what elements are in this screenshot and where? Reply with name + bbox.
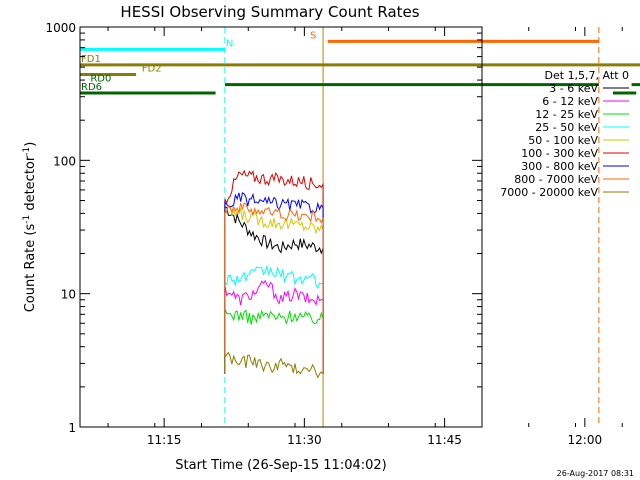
y-axis-label-end: ) — [23, 142, 38, 147]
series-7 — [224, 191, 324, 374]
chart-title: HESSI Observing Summary Count Rates — [120, 3, 419, 21]
x-tick-label: 11:30 — [287, 433, 322, 447]
series-line — [224, 205, 324, 374]
y-axis-label-mid: detector — [23, 155, 38, 215]
y-axis-label: Count Rate (s-1 detector-1) — [22, 142, 38, 313]
legend-label: 300 - 800 keV — [521, 160, 598, 173]
series-8 — [224, 202, 324, 374]
series-3 — [224, 308, 324, 374]
timestamp-label: 26-Aug-2017 08:31 — [557, 469, 634, 478]
series-layer — [224, 169, 324, 379]
series-line — [224, 351, 324, 379]
series-line — [224, 308, 324, 374]
series-line — [224, 202, 324, 374]
state-bar-label: FD2 — [142, 64, 162, 75]
series-line — [224, 169, 324, 374]
series-9 — [224, 351, 324, 379]
state-bar-label: N — [226, 38, 233, 49]
state-bars: NSFFD1FD2RD0RD6 — [80, 30, 640, 95]
y-axis-label-sup1: -1 — [22, 215, 32, 224]
series-2 — [224, 279, 324, 374]
x-tick-label: 11:45 — [427, 433, 462, 447]
series-1 — [224, 205, 324, 374]
x-tick-label: 11:15 — [147, 433, 182, 447]
y-axis: 1 10 100 1000 — [45, 21, 482, 435]
series-line — [224, 204, 324, 374]
series-4 — [224, 264, 324, 374]
legend-label: 12 - 25 keV — [535, 108, 598, 121]
legend-label: 6 - 12 keV — [542, 95, 598, 108]
legend-label: 7000 - 20000 keV — [500, 186, 598, 199]
series-line — [224, 264, 324, 374]
legend-label: 50 - 100 keV — [528, 134, 598, 147]
series-6 — [224, 169, 324, 374]
y-tick-label: 10 — [61, 288, 76, 302]
state-bar-label: RD0 — [90, 74, 111, 85]
legend-label: 800 - 7000 keV — [514, 173, 598, 186]
plot-frame — [79, 26, 483, 428]
y-tick-label: 1000 — [45, 21, 76, 35]
state-bar-label: RD6 — [81, 82, 102, 93]
legend-label: 25 - 50 keV — [535, 121, 598, 134]
y-axis-label-main: Count Rate (s — [23, 224, 38, 313]
legend-label: 3 - 6 keV — [549, 82, 598, 95]
x-tick-label: 12:00 — [568, 433, 603, 447]
y-axis-label-sup2: -1 — [22, 147, 32, 156]
legend-label: 100 - 300 keV — [521, 147, 598, 160]
state-bar-label: FD1 — [81, 54, 101, 65]
x-axis-label: Start Time (26-Sep-15 11:04:02) — [175, 458, 386, 473]
series-5 — [224, 204, 324, 374]
y-tick-label: 100 — [53, 154, 76, 168]
series-line — [224, 279, 324, 374]
series-line — [224, 191, 324, 374]
state-bar-label: S — [310, 30, 316, 41]
legend-title: Det 1,5,7, Att 0 — [545, 69, 629, 82]
y-tick-label: 1 — [68, 421, 76, 435]
